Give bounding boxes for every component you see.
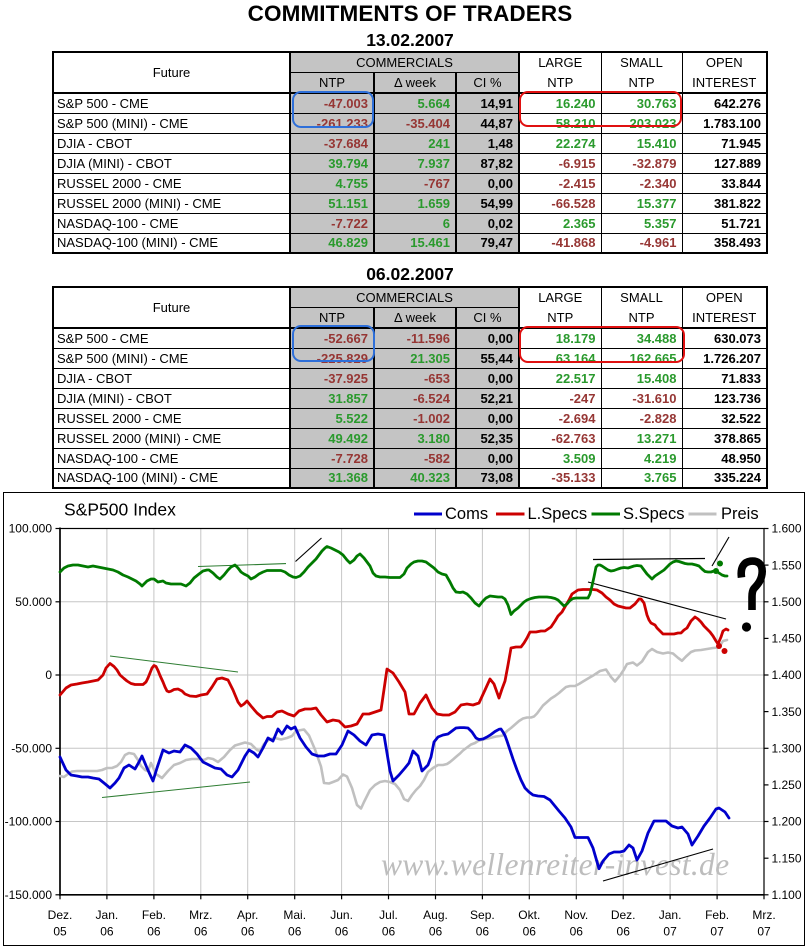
svg-text:1.150: 1.150 — [772, 851, 802, 865]
svg-text:Dez.: Dez. — [48, 908, 73, 922]
svg-text:06: 06 — [288, 925, 302, 939]
svg-text:-100.000: -100.000 — [5, 815, 53, 829]
svg-text:07: 07 — [710, 925, 724, 939]
svg-text:Mai.: Mai. — [283, 908, 306, 922]
svg-text:Feb.: Feb. — [142, 908, 166, 922]
svg-text:06: 06 — [523, 925, 537, 939]
svg-text:Aug.: Aug. — [423, 908, 448, 922]
svg-text:S&P500 Index: S&P500 Index — [64, 500, 176, 520]
svg-text:1.100: 1.100 — [772, 888, 802, 902]
svg-text:1.350: 1.350 — [772, 705, 802, 719]
svg-text:Mrz.: Mrz. — [189, 908, 212, 922]
svg-text:S.Specs: S.Specs — [623, 505, 684, 523]
svg-text:1.550: 1.550 — [772, 558, 802, 572]
svg-text:Nov.: Nov. — [564, 908, 588, 922]
svg-text:05: 05 — [53, 925, 67, 939]
svg-text:Jun.: Jun. — [330, 908, 353, 922]
svg-text:Jan.: Jan. — [96, 908, 119, 922]
svg-text:100.000: 100.000 — [9, 522, 53, 536]
svg-text:Apr.: Apr. — [237, 908, 258, 922]
svg-text:Feb.: Feb. — [705, 908, 729, 922]
svg-text:0: 0 — [45, 668, 52, 682]
svg-text:50.000: 50.000 — [15, 595, 52, 609]
svg-text:07: 07 — [663, 925, 677, 939]
svg-text:1.500: 1.500 — [772, 595, 802, 609]
svg-text:1.300: 1.300 — [772, 742, 802, 756]
svg-text:1.600: 1.600 — [772, 522, 802, 536]
svg-text:Preis: Preis — [721, 505, 759, 523]
svg-text:Sep.: Sep. — [470, 908, 495, 922]
svg-text:06: 06 — [476, 925, 490, 939]
svg-text:06: 06 — [194, 925, 208, 939]
svg-text:Jul.: Jul. — [379, 908, 398, 922]
svg-text:06: 06 — [335, 925, 349, 939]
svg-text:07: 07 — [757, 925, 771, 939]
svg-text:1.450: 1.450 — [772, 632, 802, 646]
svg-text:1.400: 1.400 — [772, 668, 802, 682]
svg-text:Mrz.: Mrz. — [752, 908, 775, 922]
svg-text:Coms: Coms — [445, 505, 488, 523]
svg-text:06: 06 — [147, 925, 161, 939]
svg-text:-50.000: -50.000 — [11, 742, 52, 756]
svg-text:1.250: 1.250 — [772, 778, 802, 792]
svg-text:06: 06 — [241, 925, 255, 939]
svg-text:06: 06 — [617, 925, 631, 939]
svg-text:06: 06 — [100, 925, 114, 939]
svg-text:06: 06 — [382, 925, 396, 939]
svg-text:L.Specs: L.Specs — [528, 505, 588, 523]
svg-text:Jan.: Jan. — [659, 908, 682, 922]
svg-text:06: 06 — [570, 925, 584, 939]
svg-text:06: 06 — [429, 925, 443, 939]
svg-text:-150.000: -150.000 — [5, 888, 53, 902]
svg-text:www.wellenreiter-invest.de: www.wellenreiter-invest.de — [381, 847, 729, 882]
svg-text:Dez.: Dez. — [611, 908, 636, 922]
svg-text:Okt.: Okt. — [518, 908, 540, 922]
svg-text:1.200: 1.200 — [772, 815, 802, 829]
